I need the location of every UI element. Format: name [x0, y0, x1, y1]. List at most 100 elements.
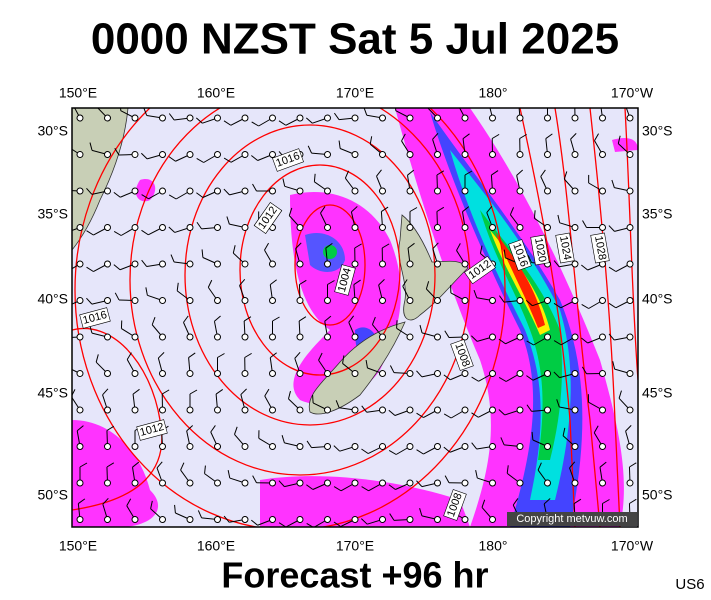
barb-feather [299, 279, 307, 285]
barb-feather [407, 169, 415, 176]
barb-station [379, 406, 386, 414]
wind-barb [214, 353, 225, 377]
barb-feather [512, 498, 519, 506]
lat-label: 45°S [37, 385, 68, 401]
barb-station [214, 187, 221, 195]
wind-barb [213, 315, 221, 341]
wind-barb [588, 174, 606, 195]
copyright-box [507, 512, 637, 526]
barb-feather [509, 207, 515, 215]
wind-barb [475, 470, 496, 487]
wind-barb [186, 352, 196, 377]
barb-station [131, 151, 139, 158]
barb-station [571, 151, 579, 158]
barb-station [489, 224, 496, 231]
barb-feather [168, 113, 175, 121]
barb-feather [464, 170, 473, 176]
isobar-label: 1008 [443, 489, 467, 521]
wind-barb [611, 179, 634, 195]
wind-barb [324, 242, 333, 268]
barb-feather [86, 187, 93, 195]
barb-feather [618, 390, 622, 399]
wind-barb [526, 333, 551, 346]
barb-feather [126, 352, 132, 360]
barb-feather [361, 486, 369, 492]
wind-barb [338, 140, 359, 158]
barb-feather [389, 513, 395, 521]
isobar-label-box [450, 339, 474, 371]
barb-station [406, 333, 414, 341]
wind-barb [145, 287, 166, 304]
barb-feather [294, 351, 301, 359]
barb-station [296, 260, 304, 268]
barb-feather [305, 117, 313, 124]
wind-barb [348, 315, 359, 341]
wind-barb [288, 207, 304, 231]
barb-feather [223, 157, 232, 163]
wind-barb [608, 260, 634, 272]
barb-feather [394, 108, 397, 111]
barb-station [489, 114, 496, 122]
barb-station [324, 333, 331, 341]
barb-station [131, 406, 139, 414]
isobar-label: 1020 [530, 234, 550, 266]
barb-station [324, 406, 331, 414]
barb-feather [425, 281, 430, 290]
barb-station [489, 297, 496, 304]
barb-feather [491, 133, 500, 139]
barb-station [379, 260, 386, 268]
barb-station [406, 516, 414, 523]
wind-barb [581, 366, 606, 377]
wind-barb [489, 170, 499, 195]
barb-feather [506, 465, 509, 474]
wind-barb [416, 479, 441, 488]
barb-station [104, 443, 111, 450]
barb-feather [396, 320, 398, 329]
wind-barb [168, 151, 194, 162]
wind-barb [470, 333, 496, 342]
barb-feather [306, 484, 314, 490]
wind-barb [324, 280, 335, 304]
barb-station [379, 297, 386, 304]
barb-station [131, 516, 139, 523]
barb-feather [402, 279, 408, 287]
barb-feather [258, 430, 260, 439]
barb-station [214, 406, 221, 414]
barb-station [76, 333, 84, 341]
barb-feather [471, 376, 479, 382]
barb-feather [526, 375, 534, 381]
barb-feather [239, 278, 246, 286]
lon-label: 180° [479, 85, 508, 101]
wind-barb [186, 425, 194, 450]
barb-feather [86, 230, 94, 236]
barb-station [461, 297, 469, 304]
wind-barb [419, 508, 441, 523]
barb-station [516, 297, 524, 304]
barb-station [516, 370, 524, 377]
barb-feather [432, 242, 439, 250]
barb-station [516, 406, 524, 414]
wind-barb [342, 355, 359, 377]
barb-station [186, 260, 194, 268]
barb-feather [424, 99, 432, 107]
wind-barb [176, 282, 194, 304]
barb-station [516, 333, 524, 341]
barb-feather [325, 242, 333, 249]
barb-feather [168, 194, 177, 200]
barb-feather [278, 480, 285, 487]
wind-barb [196, 221, 221, 231]
isobar-label-box [555, 232, 575, 264]
barb-station [159, 151, 166, 158]
wind-barb [269, 352, 277, 377]
wind-barb [371, 316, 386, 341]
wind-barb [416, 443, 441, 455]
wind-barb [126, 498, 139, 523]
wind-barb [168, 187, 194, 200]
wind-barb [406, 207, 418, 231]
wind-barb [102, 497, 111, 523]
wind-barb [89, 325, 111, 341]
wind-barb [581, 297, 606, 309]
barb-station [104, 370, 111, 377]
wind-barb [553, 297, 579, 309]
wind-barb [443, 370, 469, 381]
